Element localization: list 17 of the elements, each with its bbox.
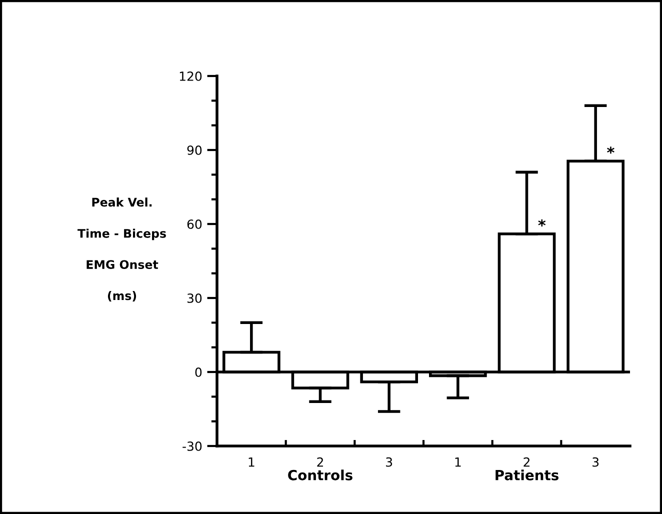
annotation: *: [607, 146, 614, 154]
y-tick-label: 0: [195, 367, 202, 377]
x-tick-label: 3: [592, 457, 599, 467]
y-tick-label: 60: [187, 219, 202, 229]
y-tick-label: 90: [187, 145, 202, 155]
x-tick-label: 2: [317, 457, 323, 467]
annotation: *: [538, 219, 546, 226]
x-tick-label: 1: [455, 457, 461, 467]
text: Patients: [496, 470, 558, 480]
x-tick-label: 3: [386, 457, 392, 467]
text: Controls: [288, 470, 352, 480]
y-tick-label: 30: [187, 293, 202, 303]
text: Peak Vel. Time - Biceps EMG Onset (ms): [78, 198, 166, 302]
x-tick-label: 2: [524, 457, 530, 467]
x-tick-label: 1: [248, 457, 254, 467]
y-tick-label: -30: [182, 441, 202, 451]
y-tick-label: 120: [180, 71, 202, 81]
